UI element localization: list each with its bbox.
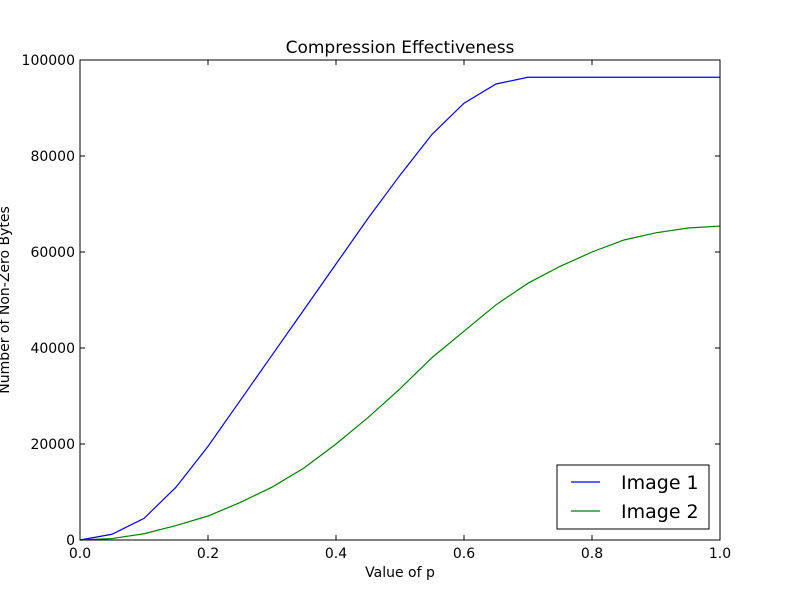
y-axis-label: Number of Non-Zero Bytes bbox=[0, 206, 13, 394]
chart-title: Compression Effectiveness bbox=[286, 38, 515, 58]
legend-box bbox=[556, 464, 710, 530]
plot-area bbox=[80, 60, 720, 540]
series-lines bbox=[79, 76, 721, 541]
x-tick-label: 1.0 bbox=[709, 546, 731, 562]
y-tick-label: 40000 bbox=[30, 341, 75, 357]
legend-label-image-1: Image 1 bbox=[621, 472, 699, 494]
y-tick-label: 100000 bbox=[22, 53, 75, 69]
y-tick-label: 0 bbox=[66, 533, 75, 549]
y-tick-label: 60000 bbox=[30, 245, 75, 261]
series-line-image-1 bbox=[79, 76, 720, 541]
y-tick-label: 80000 bbox=[30, 149, 75, 165]
x-tick-label: 0.4 bbox=[325, 546, 347, 562]
x-tick-label: 0.2 bbox=[197, 546, 219, 562]
y-tick-label: 20000 bbox=[30, 437, 75, 453]
x-tick-label: 0.8 bbox=[581, 546, 603, 562]
axis-ticks: 0.0 0.2 0.4 0.6 0.8 1.0 0 20000 40000 60000 80000 1… bbox=[22, 53, 732, 562]
x-axis-label: Value of p bbox=[365, 565, 435, 581]
x-tick-label: 0.0 bbox=[69, 546, 91, 562]
plot-frame bbox=[79, 59, 721, 541]
legend: Image 1 Image 2 bbox=[556, 464, 710, 530]
series-line-image-2 bbox=[79, 225, 721, 541]
x-tick-label: 0.6 bbox=[453, 546, 475, 562]
legend-label-image-2: Image 2 bbox=[621, 501, 699, 523]
